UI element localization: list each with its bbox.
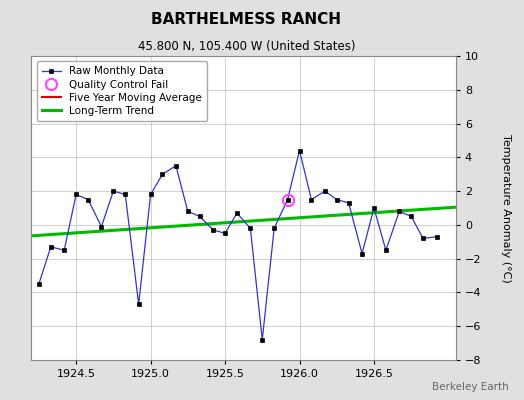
Raw Monthly Data [345,200,352,205]
Raw Monthly Data [184,209,191,214]
Raw Monthly Data [234,211,240,216]
Raw Monthly Data [297,148,303,153]
Raw Monthly Data [99,224,105,229]
Raw Monthly Data [383,248,389,253]
Raw Monthly Data [322,189,328,194]
Raw Monthly Data [61,248,68,253]
Y-axis label: Temperature Anomaly (°C): Temperature Anomaly (°C) [501,134,511,282]
Raw Monthly Data [122,192,128,197]
Legend: Raw Monthly Data, Quality Control Fail, Five Year Moving Average, Long-Term Tren: Raw Monthly Data, Quality Control Fail, … [37,61,207,121]
Raw Monthly Data [359,251,365,256]
Raw Monthly Data [371,206,377,210]
Raw Monthly Data [259,337,266,342]
Text: BARTHELMESS RANCH: BARTHELMESS RANCH [151,12,341,27]
Raw Monthly Data [196,214,203,219]
Raw Monthly Data [247,226,254,231]
Raw Monthly Data [48,244,54,249]
Raw Monthly Data [147,192,154,197]
Raw Monthly Data [334,197,340,202]
Raw Monthly Data [85,197,91,202]
Raw Monthly Data [408,214,414,219]
Raw Monthly Data [222,231,228,236]
Line: Raw Monthly Data: Raw Monthly Data [37,148,439,342]
Raw Monthly Data [173,163,179,168]
Raw Monthly Data [308,197,314,202]
Text: 45.800 N, 105.400 W (United States): 45.800 N, 105.400 W (United States) [137,40,355,53]
Text: Berkeley Earth: Berkeley Earth [432,382,508,392]
Raw Monthly Data [271,226,277,231]
Raw Monthly Data [136,302,142,307]
Raw Monthly Data [420,236,426,241]
Raw Monthly Data [396,209,402,214]
Raw Monthly Data [285,197,291,202]
Raw Monthly Data [73,192,79,197]
Raw Monthly Data [159,172,166,177]
Raw Monthly Data [433,234,440,239]
Raw Monthly Data [36,282,42,286]
Raw Monthly Data [110,189,116,194]
Raw Monthly Data [210,228,216,232]
